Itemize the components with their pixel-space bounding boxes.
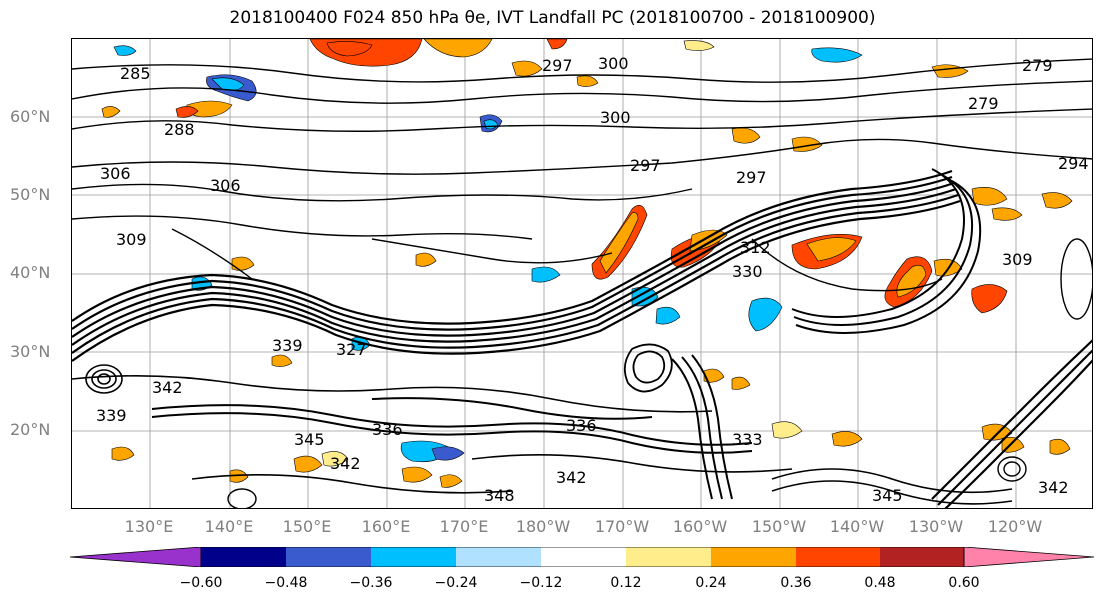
contour-label: 342: [152, 378, 183, 397]
colorbar-bin: [541, 547, 626, 567]
lon-label-170e: 170°E: [439, 517, 489, 536]
contour-label: 336: [372, 420, 403, 439]
map-panel: 285 288 306 309 297 300 300 297 297 306 …: [71, 38, 1093, 509]
contour-label: 327: [336, 340, 367, 359]
contour-label: 300: [598, 54, 629, 73]
lon-label-160w: 160°W: [672, 517, 728, 536]
colorbar-tick: −0.24: [434, 575, 478, 591]
contour-label: 300: [600, 108, 631, 127]
lon-label-130e: 130°E: [124, 517, 174, 536]
contour-label: 345: [294, 430, 325, 449]
contour-label: 297: [736, 168, 767, 187]
colorbar-tick: 0.24: [695, 575, 727, 591]
colorbar-high-arrow: [963, 547, 1095, 567]
lat-label-60n: 60°N: [10, 107, 51, 126]
colorbar-tick: 0.12: [610, 575, 642, 591]
colorbar-tick: −0.60: [179, 575, 223, 591]
colorbar-bin: [711, 547, 796, 567]
colorbar-bin: [456, 547, 541, 567]
contour-label: 336: [566, 416, 597, 435]
contour-label: 297: [542, 56, 573, 75]
colorbar-bin: [201, 547, 286, 567]
colorbar-tick: 0.36: [780, 575, 812, 591]
colorbar-bin: [796, 547, 880, 567]
colorbar: [70, 547, 1095, 567]
lon-label-140w: 140°W: [829, 517, 885, 536]
lon-label-160e: 160°E: [361, 517, 411, 536]
colorbar-bin: [371, 547, 456, 567]
contour-label: 309: [1002, 250, 1033, 269]
contour-label: 297: [630, 156, 661, 175]
lon-label-130w: 130°W: [908, 517, 964, 536]
colorbar-bin: [286, 547, 371, 567]
contour-label: 333: [732, 430, 763, 449]
contour-label: 309: [116, 230, 147, 249]
contour-label: 342: [330, 454, 361, 473]
lon-label-150e: 150°E: [282, 517, 332, 536]
contour-label: 279: [1022, 56, 1053, 75]
contour-label: 288: [164, 120, 195, 139]
colorbar-tick: −0.12: [519, 575, 563, 591]
contour-label: 342: [556, 468, 587, 487]
lon-label-170w: 170°W: [594, 517, 650, 536]
colorbar-tick: 0.60: [948, 575, 980, 591]
contour-label: 348: [484, 486, 515, 505]
contour-label: 312: [740, 238, 771, 257]
theta-e-contours: [72, 58, 1092, 508]
contour-label: 294: [1058, 154, 1089, 173]
map-title: 2018100400 F024 850 hPa θe, IVT Landfall…: [229, 8, 876, 28]
colorbar-tick: −0.48: [264, 575, 308, 591]
colorbar-bin: [880, 547, 964, 567]
lat-label-20n: 20°N: [10, 420, 51, 439]
colorbar-tick: 0.48: [864, 575, 896, 591]
lon-label-140e: 140°E: [204, 517, 254, 536]
colorbar-bin: [626, 547, 711, 567]
contour-label: 345: [872, 486, 903, 505]
lon-label-150w: 150°W: [751, 517, 807, 536]
shaded-anomalies: [101, 39, 1073, 488]
contour-label: 339: [96, 406, 127, 425]
colorbar-low-arrow: [70, 547, 202, 567]
colorbar-tick: −0.36: [349, 575, 393, 591]
contour-label: 306: [210, 176, 241, 195]
contour-label: 285: [120, 64, 151, 83]
lon-label-180w: 180°W: [515, 517, 571, 536]
contour-label: 342: [1038, 478, 1069, 497]
map-canvas: 285 288 306 309 297 300 300 297 297 306 …: [72, 39, 1092, 508]
lat-label-30n: 30°N: [10, 342, 51, 361]
contour-labels: 285 288 306 309 297 300 300 297 297 306 …: [96, 54, 1089, 505]
contour-label: 306: [100, 164, 131, 183]
contour-label: 330: [732, 262, 763, 281]
contour-label: 339: [272, 336, 303, 355]
contour-label: 279: [968, 94, 999, 113]
lat-label-50n: 50°N: [10, 185, 51, 204]
lon-label-120w: 120°W: [987, 517, 1043, 536]
lat-label-40n: 40°N: [10, 263, 51, 282]
